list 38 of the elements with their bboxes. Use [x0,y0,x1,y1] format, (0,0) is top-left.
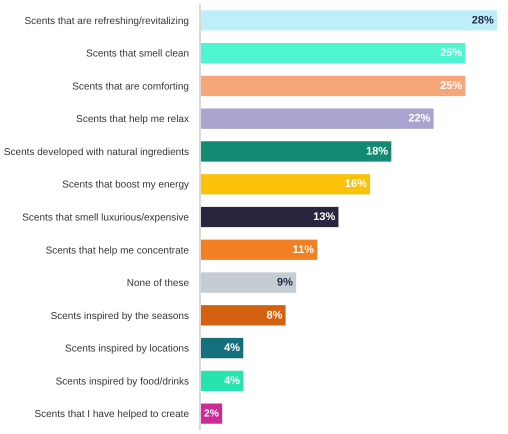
bar [201,240,318,260]
y-tick-label: Scents that smell clean [86,48,189,60]
y-tick-label: Scents that help me relax [76,114,189,126]
data-label: 11% [292,244,314,256]
data-label: 4% [224,342,240,354]
data-label: 13% [313,211,336,223]
y-tick-label: None of these [126,278,190,290]
data-label: 4% [224,374,240,387]
data-label: 22% [408,112,431,125]
bar [201,305,286,326]
y-tick-label: Scents developed with natural ingredients [4,146,189,158]
bar [201,76,466,96]
y-tick-label: Scents inspired by locations [65,344,189,355]
bar [201,43,466,64]
data-label: 25% [440,47,462,60]
bar [201,206,338,228]
data-label: 28% [472,14,494,26]
data-label: 8% [266,309,283,322]
y-tick-label: Scents that I have helped to create [34,409,190,420]
data-label: 25% [440,80,462,92]
bar [201,10,498,31]
bar [201,108,434,129]
data-label: 2% [204,408,219,420]
y-tick-label: Scents that are comforting [72,81,189,92]
bar [201,370,244,391]
y-tick-label: Scents that are refreshing/revitalizing [24,16,189,27]
y-tick-label: Scents inspired by the seasons [50,310,189,322]
y-tick-label: Scents inspired by food/drinks [56,376,189,388]
data-label: 9% [277,276,294,289]
data-label: 16% [344,178,368,190]
data-label: 18% [366,145,388,158]
y-tick-label: Scents that help me concentrate [46,245,190,256]
y-tick-label: Scents that smell luxurious/expensive [22,212,190,224]
bar [201,174,370,194]
bar [201,338,244,358]
bar [201,272,296,293]
y-tick-label: Scents that boost my energy [62,180,189,191]
bar [201,141,392,162]
